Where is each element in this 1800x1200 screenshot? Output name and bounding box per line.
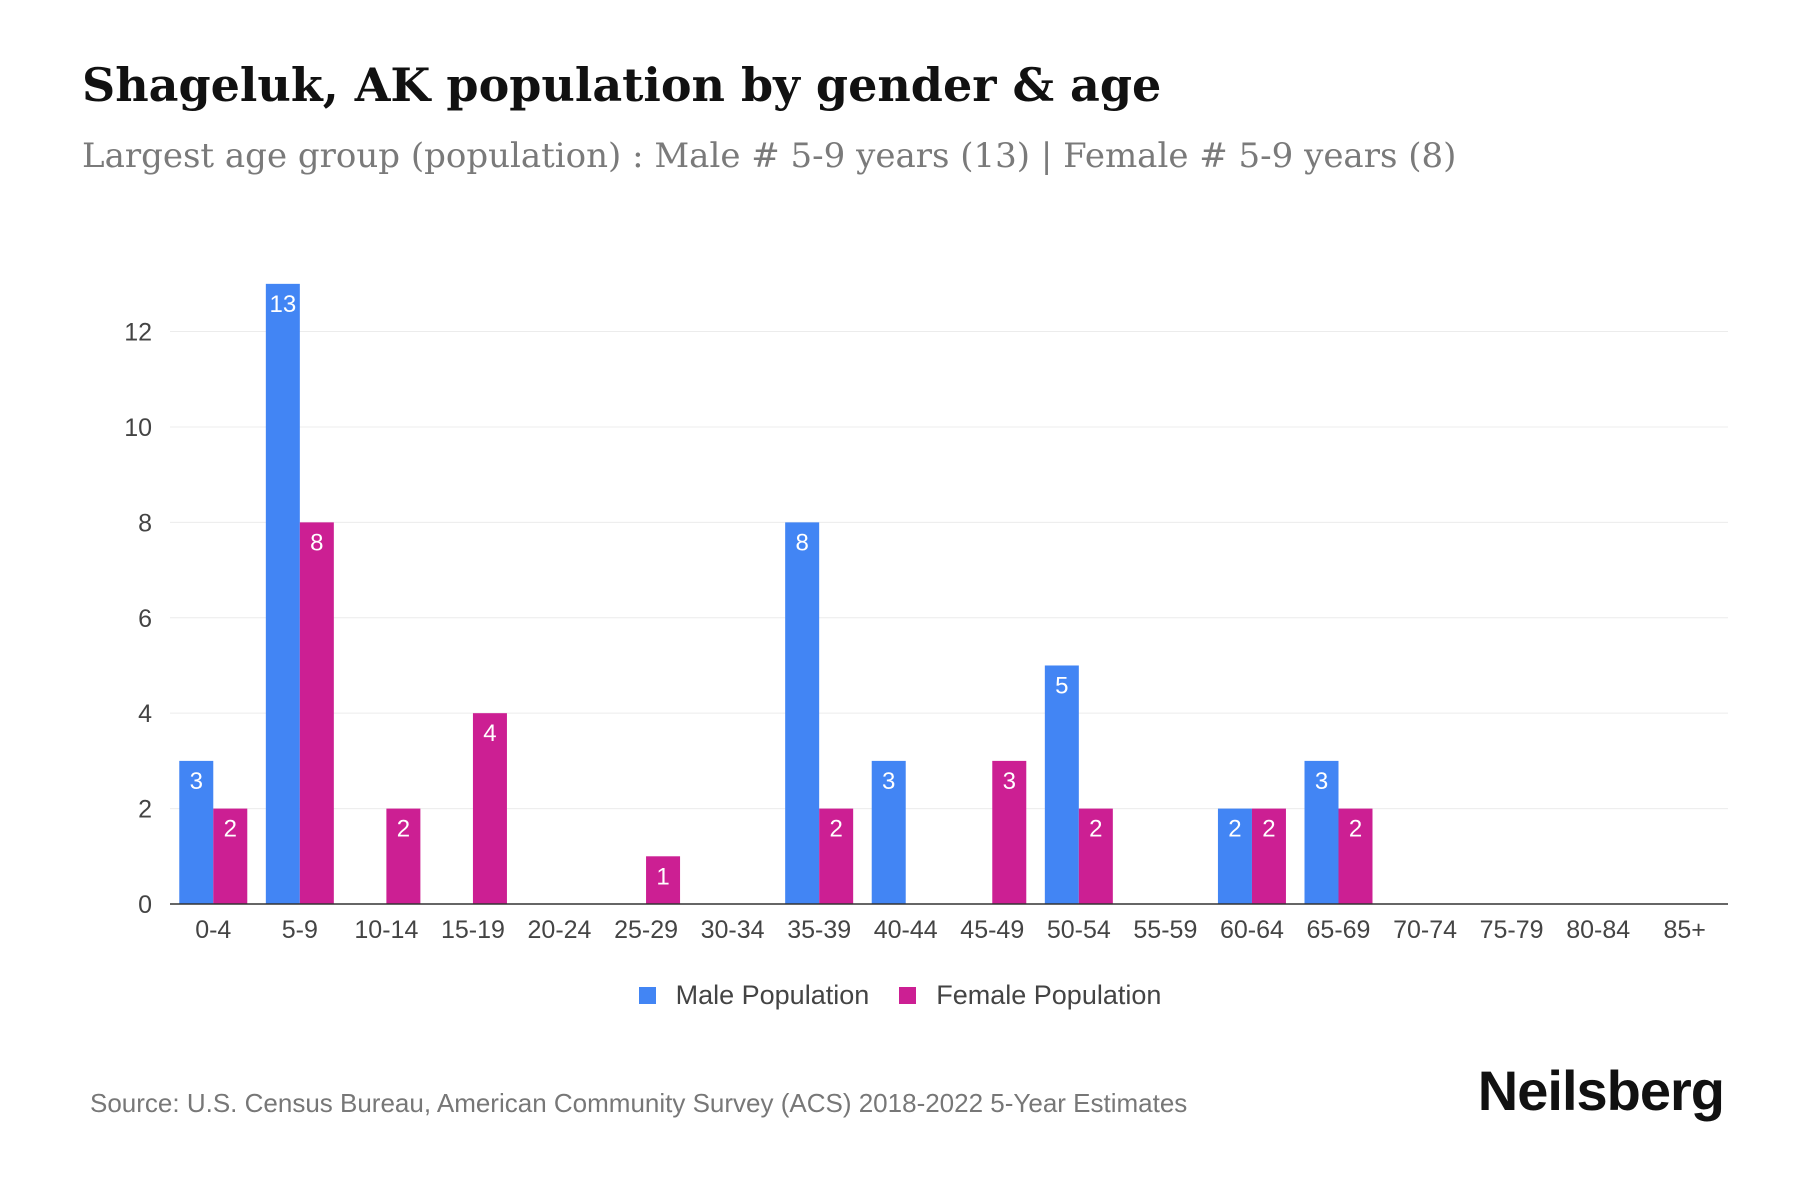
- x-tick-label: 75-79: [1480, 916, 1544, 944]
- x-tick-label: 40-44: [874, 916, 938, 944]
- x-tick-label: 25-29: [614, 916, 678, 944]
- y-tick-label: 0: [138, 891, 152, 919]
- x-tick-label: 30-34: [701, 916, 765, 944]
- x-tick-label: 85+: [1664, 916, 1706, 944]
- female-data-label: 2: [224, 816, 237, 843]
- female-data-label: 2: [397, 816, 410, 843]
- male-data-label: 13: [269, 291, 296, 318]
- male-bar: [1304, 760, 1339, 904]
- female-bar: [299, 522, 334, 904]
- legend-swatch-male: [638, 987, 656, 1004]
- source-note: Source: U.S. Census Bureau, American Com…: [90, 1088, 1188, 1118]
- x-tick-label: 45-49: [960, 916, 1024, 944]
- female-bar: [819, 808, 854, 904]
- x-tick-label: 0-4: [195, 916, 231, 944]
- female-bar: [213, 808, 248, 904]
- male-bar: [179, 760, 214, 904]
- female-bar: [472, 713, 507, 904]
- y-tick-label: 8: [138, 509, 152, 537]
- female-data-label: 3: [1003, 768, 1016, 795]
- female-data-label: 2: [1089, 816, 1102, 843]
- x-tick-label: 55-59: [1133, 916, 1197, 944]
- female-data-label: 2: [1349, 816, 1362, 843]
- y-tick-label: 6: [138, 605, 152, 633]
- female-bar: [992, 760, 1027, 904]
- x-tick-label: 50-54: [1047, 916, 1111, 944]
- x-tick-label: 80-84: [1566, 916, 1630, 944]
- legend-swatch-female: [899, 987, 917, 1004]
- legend-label-female: Female Population: [936, 980, 1162, 1010]
- legend-item-male[interactable]: Male Population: [638, 980, 870, 1011]
- legend: Male Population Female Population: [0, 980, 1800, 1011]
- legend-item-female[interactable]: Female Population: [899, 980, 1161, 1011]
- y-tick-label: 2: [138, 796, 152, 824]
- x-tick-label: 70-74: [1393, 916, 1457, 944]
- male-bar: [1217, 808, 1252, 904]
- male-bar: [785, 522, 820, 904]
- female-data-label: 8: [310, 529, 323, 556]
- y-tick-label: 12: [124, 319, 152, 347]
- y-tick-label: 4: [138, 700, 152, 728]
- female-bar: [1251, 808, 1286, 904]
- x-tick-label: 60-64: [1220, 916, 1284, 944]
- male-data-label: 3: [1315, 768, 1328, 795]
- male-bar: [265, 283, 300, 905]
- male-data-label: 3: [190, 768, 203, 795]
- female-data-label: 2: [1262, 816, 1275, 843]
- chart-subtitle: Largest age group (population) : Male # …: [82, 136, 1457, 176]
- x-tick-label: 65-69: [1307, 916, 1371, 944]
- y-tick-label: 10: [124, 414, 152, 442]
- x-tick-label: 10-14: [354, 916, 418, 944]
- chart-title: Shageluk, AK population by gender & age: [82, 58, 1162, 112]
- male-bar: [1044, 665, 1079, 904]
- legend-label-male: Male Population: [675, 980, 870, 1010]
- male-data-label: 8: [795, 529, 808, 556]
- female-bar: [1078, 808, 1113, 904]
- female-bar: [646, 856, 681, 904]
- female-data-label: 4: [483, 720, 496, 747]
- female-data-label: 2: [829, 816, 842, 843]
- male-bar: [871, 760, 906, 904]
- female-bar: [1338, 808, 1373, 904]
- x-tick-label: 35-39: [787, 916, 851, 944]
- male-data-label: 5: [1055, 672, 1068, 699]
- x-tick-label: 20-24: [528, 916, 592, 944]
- female-data-label: 1: [656, 863, 669, 890]
- male-data-label: 3: [882, 768, 895, 795]
- male-data-label: 2: [1228, 816, 1241, 843]
- x-tick-label: 15-19: [441, 916, 505, 944]
- x-tick-label: 5-9: [282, 916, 318, 944]
- female-bar: [386, 808, 421, 904]
- brand-logo: Neilsberg: [1477, 1059, 1725, 1122]
